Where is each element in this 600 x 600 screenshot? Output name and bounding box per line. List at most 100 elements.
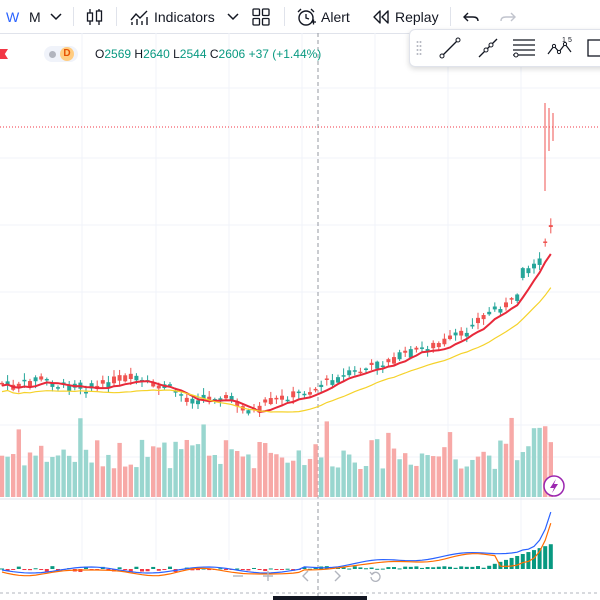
interval-m-button[interactable]: M: [29, 0, 43, 33]
candle-body: [336, 377, 340, 383]
macd-hist-bar: [218, 568, 223, 570]
close-value: 2606: [218, 47, 246, 61]
volume-bar: [33, 455, 38, 497]
replay-label: Replay: [395, 8, 439, 25]
rectangle-icon: [587, 39, 600, 57]
volume-bar: [173, 441, 178, 497]
fib-retracement-tool[interactable]: [510, 34, 538, 62]
interval-w-button[interactable]: W: [6, 0, 20, 33]
volume-bar: [184, 439, 189, 497]
candle-body: [543, 241, 548, 243]
candle-body: [431, 342, 436, 349]
candle-body: [89, 383, 94, 389]
flag-icon[interactable]: [0, 49, 8, 59]
volume-bar: [296, 450, 301, 497]
macd-hist-bar: [84, 566, 88, 569]
volume-bar: [358, 468, 363, 497]
volume-bar: [386, 432, 391, 497]
volume-bar: [453, 459, 458, 497]
indicators-button[interactable]: Indicators: [128, 0, 220, 33]
candle-body: [420, 347, 424, 349]
volume-bar: [526, 446, 531, 497]
pattern-icon: 1 5: [547, 37, 572, 55]
redo-button[interactable]: [499, 0, 519, 33]
macd-hist-bar: [235, 568, 240, 570]
macd-hist-bar: [537, 548, 542, 569]
candle-body: [44, 378, 49, 381]
candle-body: [268, 398, 273, 405]
candle-body: [392, 357, 396, 364]
volume-bar: [123, 466, 128, 497]
volume-bar: [470, 459, 475, 497]
chart-canvas[interactable]: [0, 33, 600, 600]
macd-hist-bar: [352, 566, 357, 569]
scroll-left-button[interactable]: [300, 569, 310, 585]
session-badge[interactable]: D: [44, 46, 78, 62]
macd-hist-bar: [168, 566, 172, 569]
drawing-toolbar: 1 5: [409, 29, 600, 67]
scroll-right-button[interactable]: [333, 569, 343, 585]
candle-body: [190, 398, 195, 404]
fib-lines-icon: [513, 39, 535, 58]
volume-bar: [531, 428, 537, 497]
volume-bar: [212, 454, 217, 497]
candle-body: [56, 387, 60, 389]
candle-body: [442, 338, 447, 345]
shape-tool[interactable]: [582, 34, 600, 62]
macd-hist-bar: [134, 566, 139, 569]
lightning-badge[interactable]: [543, 475, 565, 497]
macd-hist-bar: [28, 569, 32, 571]
candle-body: [464, 332, 469, 337]
candle-body: [67, 384, 72, 391]
candle-body: [134, 375, 139, 381]
ray-tool[interactable]: [474, 34, 502, 62]
open-label: O: [95, 47, 105, 61]
volume-bar: [313, 444, 318, 497]
scroll-handle[interactable]: [273, 596, 367, 600]
macd-hist-bar: [369, 567, 374, 569]
candle-body: [100, 380, 105, 384]
candle-body: [201, 394, 206, 399]
candle-body: [207, 396, 212, 401]
volume-bar: [548, 442, 553, 497]
macd-hist-bar: [196, 569, 200, 571]
candle-body: [403, 350, 408, 353]
lightning-icon: [550, 479, 558, 493]
undo-button[interactable]: [462, 0, 482, 33]
candle-body: [50, 382, 55, 387]
macd-hist-bar: [492, 563, 497, 569]
volume-bar: [134, 467, 139, 497]
chart-type-button[interactable]: [84, 0, 106, 33]
candle-body: [453, 332, 458, 336]
zoom-in-button[interactable]: [262, 569, 274, 585]
reset-chart-button[interactable]: [369, 569, 381, 585]
candle-body: [487, 311, 492, 315]
volume-bar: [39, 445, 44, 497]
macd-hist-bar: [436, 566, 441, 569]
interval-dropdown-button[interactable]: [50, 0, 64, 33]
pattern-tool[interactable]: 1 5: [546, 34, 574, 62]
alert-button[interactable]: Alert: [295, 0, 355, 33]
macd-hist-bar: [16, 566, 21, 569]
zoom-out-button[interactable]: [232, 569, 244, 585]
volume-bar: [44, 461, 49, 497]
indicators-dropdown-button[interactable]: [227, 0, 241, 33]
volume-bar: [195, 444, 201, 497]
volume-bar: [218, 463, 223, 497]
drag-handle-icon[interactable]: [416, 40, 422, 56]
volume-bar: [50, 456, 55, 497]
macd-hist-bar: [44, 569, 49, 572]
volume-bar: [330, 466, 335, 497]
volume-bar: [263, 443, 268, 497]
macd-hist-bar: [431, 567, 436, 569]
macd-hist-bar: [414, 566, 419, 569]
volume-bar: [481, 451, 486, 497]
replay-button[interactable]: Replay: [371, 0, 441, 33]
candle-body: [358, 371, 363, 374]
templates-button[interactable]: [251, 0, 273, 33]
volume-bar: [487, 455, 492, 497]
redo-icon: [500, 12, 516, 21]
volume-bar: [274, 454, 279, 497]
macd-hist-bar: [408, 566, 413, 569]
trend-line-tool[interactable]: [436, 34, 464, 62]
